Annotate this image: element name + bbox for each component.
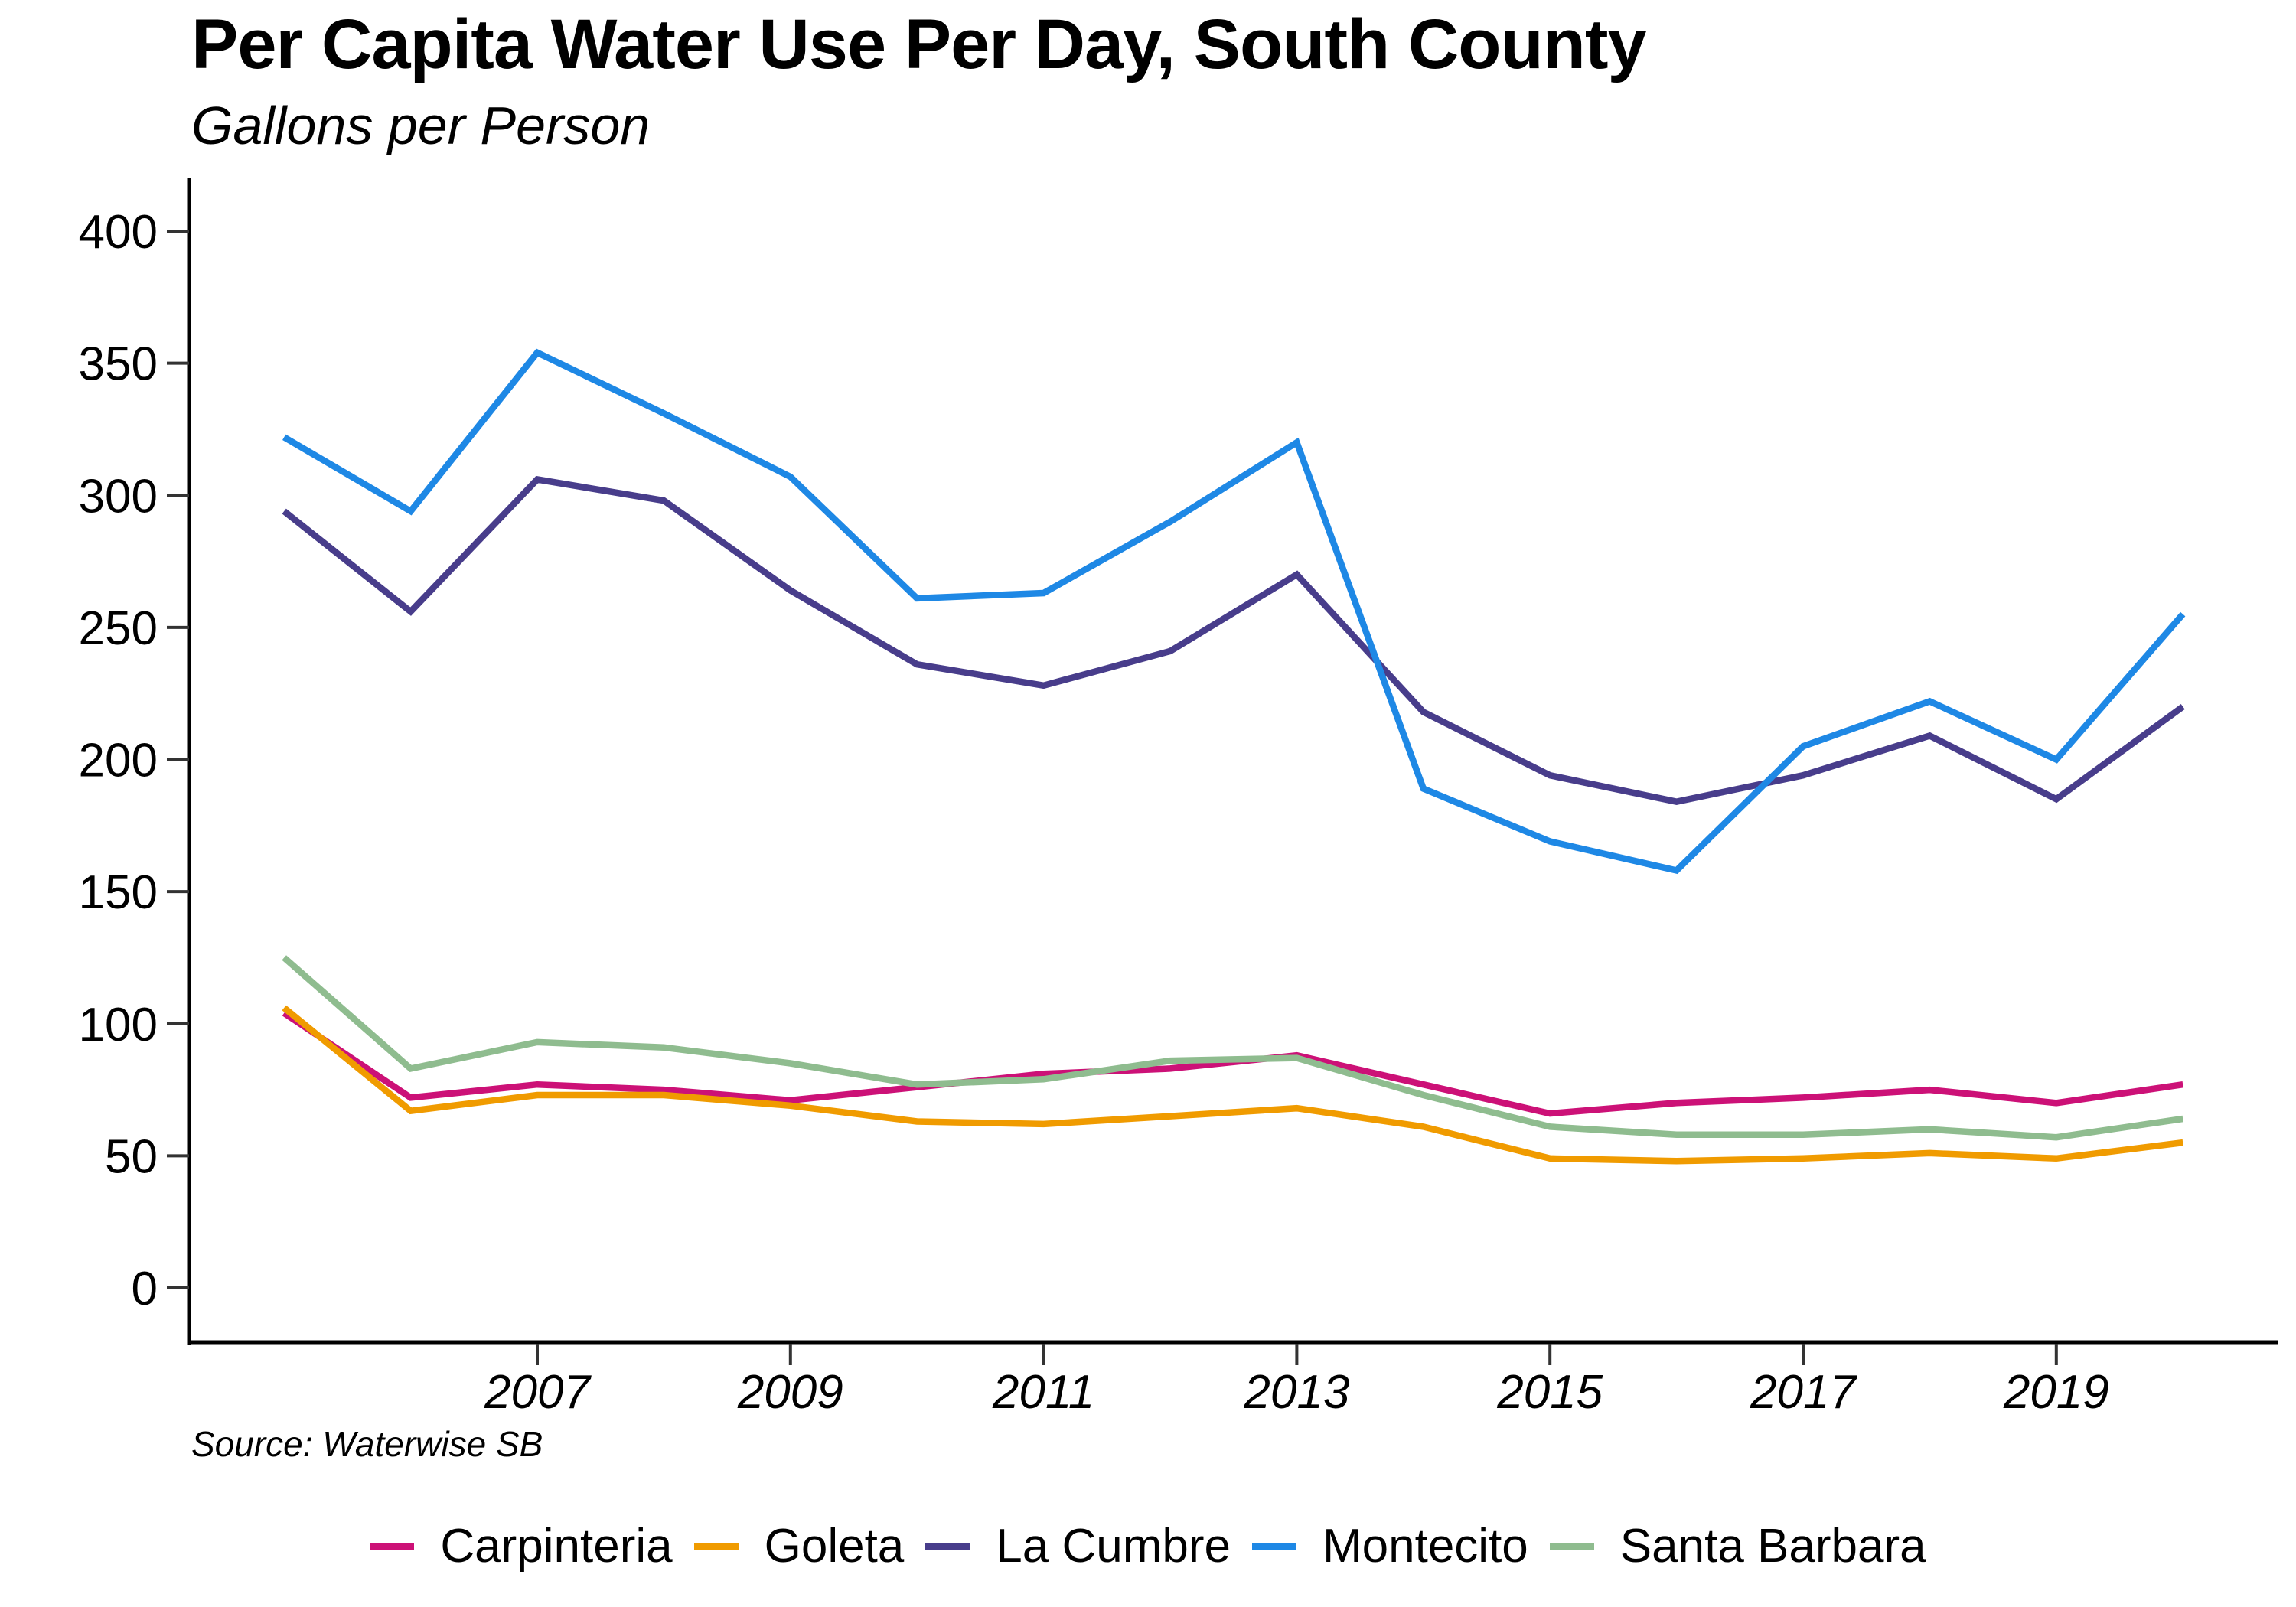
x-tick-label: 2011 — [992, 1366, 1094, 1419]
legend-item-goleta[interactable]: Goleta — [693, 1519, 905, 1573]
y-tick-label: 400 — [79, 206, 158, 259]
legend: Carpinteria Goleta La Cumbre Montecito S… — [0, 1519, 2296, 1573]
legend-label: Montecito — [1322, 1520, 1528, 1573]
legend-label: Carpinteria — [440, 1520, 673, 1573]
x-tick-label: 2007 — [484, 1366, 592, 1419]
legend-item-carpinteria[interactable]: Carpinteria — [370, 1519, 673, 1573]
series-line-la-cumbre — [282, 475, 2185, 806]
y-tick-label: 150 — [79, 866, 158, 919]
legend-swatch-goleta — [693, 1543, 739, 1550]
legend-label: Santa Barbara — [1619, 1520, 1926, 1573]
legend-item-montecito[interactable]: Montecito — [1251, 1519, 1528, 1573]
x-tick-label: 2019 — [2003, 1366, 2109, 1419]
chart-subtitle: Gallons per Person — [191, 96, 651, 155]
x-ticks: 2007 2009 2011 2013 2015 2017 2019 — [484, 1344, 2109, 1419]
series-line-montecito — [282, 348, 2186, 875]
legend-item-santa-barbara[interactable]: Santa Barbara — [1549, 1519, 1926, 1573]
y-tick-label: 350 — [79, 338, 158, 391]
legend-swatch-montecito — [1251, 1543, 1296, 1550]
y-ticks: 0 50 100 150 200 250 300 350 400 — [79, 206, 189, 1315]
x-tick-label: 2015 — [1496, 1366, 1603, 1419]
x-tick-label: 2013 — [1243, 1366, 1349, 1419]
legend-swatch-santa-barbara — [1549, 1543, 1594, 1550]
legend-label: La Cumbre — [996, 1520, 1231, 1573]
y-tick-label: 200 — [79, 735, 158, 787]
y-tick-label: 50 — [105, 1130, 158, 1183]
legend-label: Goleta — [764, 1520, 905, 1573]
chart-title: Per Capita Water Use Per Day, South Coun… — [191, 5, 1647, 83]
source-note: Source: Waterwise SB — [191, 1424, 543, 1464]
series-layer — [282, 348, 2186, 1165]
series-line-santa-barbara — [282, 955, 2183, 1141]
y-tick-label: 100 — [79, 999, 158, 1051]
legend-swatch-carpinteria — [370, 1543, 415, 1550]
y-tick-label: 250 — [79, 602, 158, 655]
y-tick-label: 300 — [79, 470, 158, 523]
x-tick-label: 2017 — [1750, 1366, 1857, 1419]
legend-swatch-la-cumbre — [925, 1543, 970, 1550]
series-line-goleta — [282, 1005, 2183, 1165]
legend-item-la-cumbre[interactable]: La Cumbre — [925, 1519, 1231, 1573]
y-tick-label: 0 — [132, 1263, 158, 1315]
x-tick-label: 2009 — [737, 1366, 843, 1419]
series-line-carpinteria — [282, 1010, 2183, 1117]
axes-layer — [187, 178, 2278, 1345]
